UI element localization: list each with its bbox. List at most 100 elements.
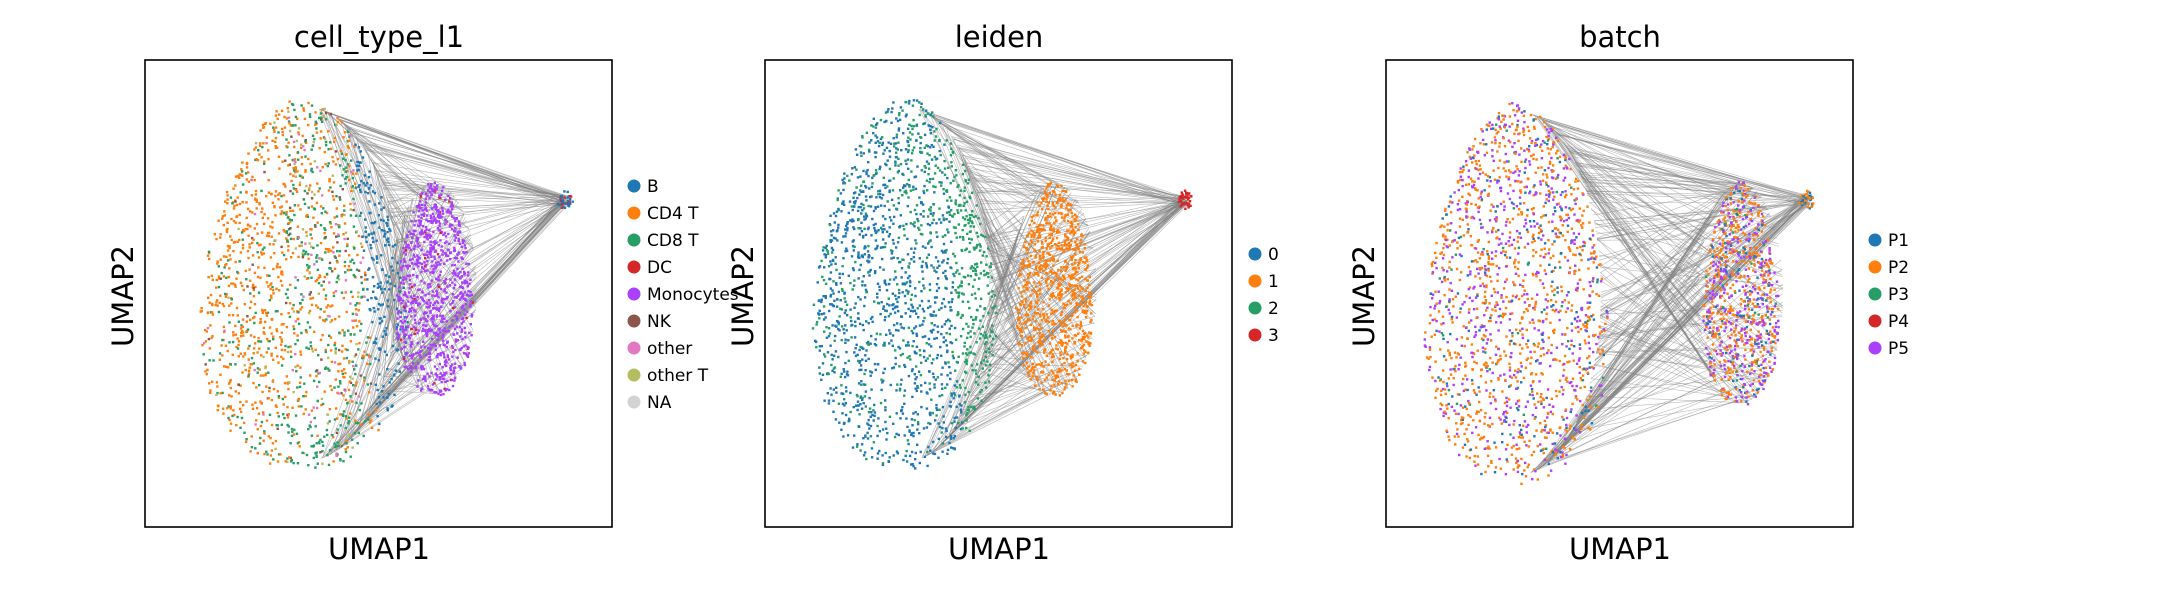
cell-point	[357, 348, 360, 351]
cell-point	[342, 296, 345, 300]
cell-point	[431, 290, 434, 293]
cell-point	[930, 322, 933, 325]
cell-point	[869, 370, 872, 373]
connectivity-edge	[977, 192, 1190, 205]
cell-point	[964, 180, 967, 183]
cell-point	[219, 294, 222, 297]
cell-point	[339, 164, 342, 167]
cell-point	[295, 370, 298, 373]
cell-point	[430, 193, 433, 196]
cell-point	[347, 254, 351, 257]
cell-point	[332, 198, 335, 201]
cell-point	[452, 269, 456, 273]
cell-point	[415, 258, 419, 262]
cell-point	[255, 407, 259, 410]
cell-point	[915, 212, 918, 216]
cell-point	[454, 314, 457, 317]
cell-point	[829, 293, 833, 297]
cell-point	[368, 421, 372, 424]
cell-point	[929, 146, 932, 149]
cell-point	[369, 336, 372, 339]
cell-point	[434, 345, 438, 348]
cell-point	[435, 378, 438, 381]
cell-point	[452, 306, 455, 310]
cell-point	[207, 296, 210, 299]
cell-point	[845, 329, 848, 332]
cell-point	[240, 331, 243, 335]
cell-point	[410, 285, 414, 289]
cell-point	[834, 350, 838, 353]
cell-point	[950, 394, 954, 397]
cell-point	[268, 386, 271, 390]
cell-point	[251, 254, 255, 257]
cell-point	[208, 301, 211, 304]
cell-point	[935, 231, 938, 234]
cell-point	[938, 218, 941, 221]
cell-point	[835, 282, 838, 285]
cell-point	[433, 190, 436, 194]
cell-point	[254, 423, 257, 426]
cell-point	[861, 254, 864, 257]
cell-point	[838, 315, 841, 318]
cell-point	[404, 341, 408, 344]
cell-point	[895, 117, 898, 120]
cell-point	[324, 118, 328, 121]
cell-point	[314, 348, 317, 351]
cell-point	[464, 313, 467, 316]
cell-point	[920, 299, 924, 303]
cell-point	[429, 240, 432, 243]
cell-point	[443, 360, 447, 363]
cell-point	[282, 323, 285, 326]
cell-point	[933, 386, 936, 389]
cell-point	[280, 205, 284, 208]
cell-point	[931, 126, 934, 129]
cell-point	[892, 204, 895, 207]
cell-point	[976, 235, 980, 238]
cell-point	[426, 220, 430, 223]
cell-point	[309, 420, 313, 424]
cell-point	[913, 373, 916, 376]
cell-point	[563, 196, 566, 199]
cell-point	[418, 288, 421, 291]
cell-point	[441, 333, 445, 336]
cell-point	[909, 281, 912, 284]
cell-point	[252, 347, 256, 350]
cell-point	[836, 239, 839, 242]
cell-point	[357, 269, 361, 272]
cell-point	[262, 326, 266, 330]
cell-point	[955, 291, 958, 294]
cell-point	[358, 408, 361, 412]
cell-point	[438, 389, 442, 392]
cell-point	[443, 317, 446, 320]
cell-point	[273, 121, 276, 124]
cell-point	[874, 338, 877, 341]
cell-point	[270, 354, 273, 357]
cell-point	[860, 368, 863, 371]
cell-point	[211, 313, 215, 316]
cell-point	[886, 302, 889, 306]
cell-point	[403, 335, 407, 338]
cell-point	[902, 339, 905, 342]
connectivity-edge	[988, 199, 1182, 300]
cell-point	[426, 238, 429, 241]
cell-point	[438, 222, 442, 225]
cell-point	[985, 386, 988, 389]
cell-point	[346, 244, 349, 248]
cell-point	[984, 273, 987, 276]
cell-point	[330, 388, 334, 392]
cell-point	[349, 134, 352, 137]
cell-point	[908, 430, 911, 433]
cell-point	[438, 216, 441, 219]
cell-point	[290, 102, 294, 106]
cell-point	[429, 246, 432, 250]
cell-point	[823, 330, 826, 333]
cell-point	[972, 225, 976, 228]
cell-point	[437, 328, 440, 331]
cell-point	[346, 446, 349, 449]
cell-point	[447, 232, 450, 236]
cell-point	[897, 141, 900, 144]
cell-point	[437, 261, 440, 264]
connectivity-edge	[331, 114, 405, 363]
cell-point	[861, 135, 864, 138]
points-layer	[811, 99, 1193, 470]
